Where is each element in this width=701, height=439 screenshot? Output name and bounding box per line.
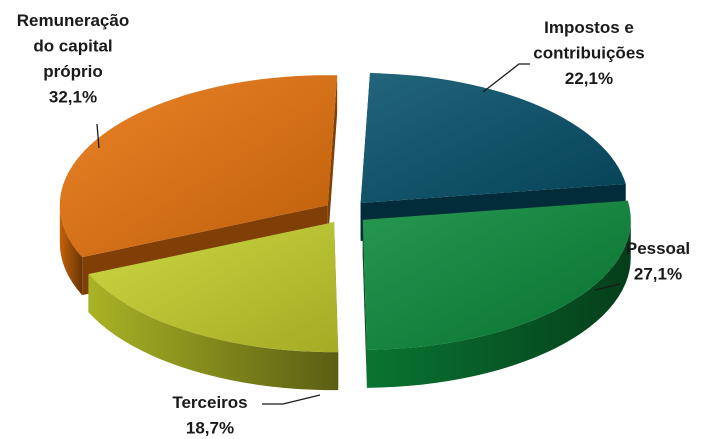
slice-label: Pessoal 27,1% bbox=[626, 239, 690, 284]
slice-value-label: 22,1% bbox=[565, 69, 613, 88]
slice-tops bbox=[59, 73, 631, 353]
slice-value-label: 32,1% bbox=[49, 88, 97, 107]
slice-edge-wall bbox=[362, 219, 367, 388]
slice-outer-wall bbox=[59, 204, 83, 296]
slice-name-label: contribuições bbox=[533, 44, 644, 63]
slice-name-label: Terceiros bbox=[172, 393, 247, 412]
slice-outer-wall bbox=[88, 274, 339, 391]
slice-name-label: Pessoal bbox=[626, 239, 690, 258]
pie-slice bbox=[362, 200, 631, 350]
slice-label: Impostos e contribuições 22,1% bbox=[533, 18, 644, 88]
pie-slice bbox=[360, 73, 626, 203]
slice-labels: Impostos e contribuições 22,1% Pessoal 27,1%… bbox=[17, 11, 690, 438]
pie-slice bbox=[88, 222, 339, 353]
slice-value-label: 18,7% bbox=[186, 419, 234, 438]
slice-label: Terceiros 18,7% bbox=[172, 393, 247, 438]
pie-slice bbox=[59, 75, 338, 258]
slice-name-label: Impostos e bbox=[544, 18, 634, 37]
slice-label: Remuneração do capital próprio 32,1% bbox=[17, 11, 129, 107]
slice-name-label: do capital bbox=[33, 37, 112, 56]
leader-line bbox=[262, 394, 321, 405]
leader-line bbox=[482, 63, 530, 93]
label-leaders bbox=[96, 63, 621, 405]
leader-line bbox=[594, 283, 621, 291]
slice-value-label: 27,1% bbox=[634, 265, 682, 284]
slice-name-label: próprio bbox=[43, 62, 103, 81]
slice-name-label: Remuneração bbox=[17, 11, 129, 30]
slice-edge-wall bbox=[327, 75, 338, 244]
leader-line bbox=[96, 123, 100, 149]
slice-outer-wall bbox=[366, 218, 631, 388]
